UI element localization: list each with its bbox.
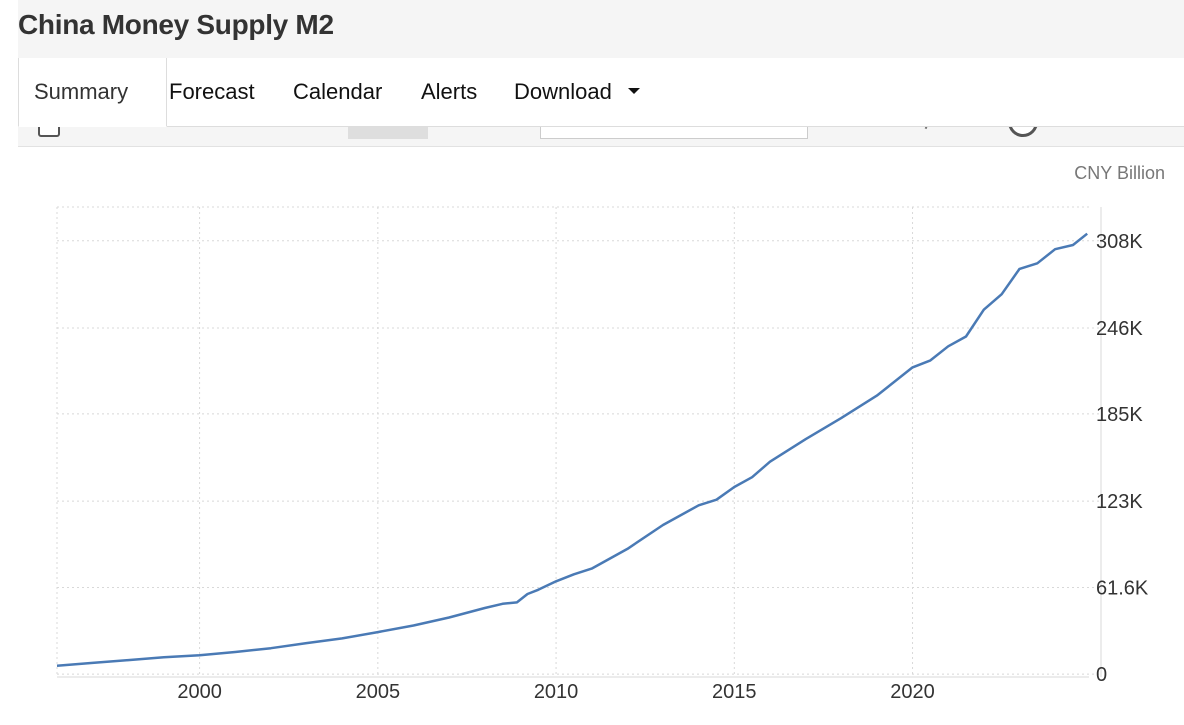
tab-calendar-label: Calendar <box>293 79 383 104</box>
tab-alerts-label: Alerts <box>421 79 478 104</box>
x-tick-label: 2020 <box>890 681 935 703</box>
y-tick-label: 123K <box>1096 491 1143 513</box>
x-tick-label: 2010 <box>534 681 579 703</box>
tab-download-label: Download <box>514 79 612 104</box>
tab-alerts[interactable]: Alerts <box>421 58 477 126</box>
x-tick-label: 2000 <box>177 681 222 703</box>
x-tick-label: 2015 <box>712 681 757 703</box>
tab-summary-label: Summary <box>34 79 129 104</box>
page-title: China Money Supply M2 <box>18 9 334 40</box>
tab-bar: Summary Forecast Calendar Alerts Downloa… <box>18 58 1184 127</box>
y-tick-label: 185K <box>1096 404 1143 426</box>
chart-toolbar <box>18 127 1184 147</box>
caret-down-icon <box>627 88 640 95</box>
y-tick-label: 61.6K <box>1096 578 1149 600</box>
tab-forecast-label: Forecast <box>169 79 255 104</box>
tab-summary[interactable]: Summary <box>18 58 167 127</box>
unit-label: CNY Billion <box>1074 163 1165 183</box>
tab-download[interactable]: Download <box>514 58 640 126</box>
x-tick-label: 2005 <box>356 681 401 703</box>
y-tick-label: 246K <box>1096 318 1143 340</box>
tab-forecast[interactable]: Forecast <box>169 58 255 126</box>
title-bar: China Money Supply M2 <box>18 0 1184 59</box>
y-tick-label: 308K <box>1096 231 1143 253</box>
toolbar-input[interactable] <box>540 127 808 139</box>
toolbar-button[interactable] <box>348 127 428 139</box>
tab-calendar[interactable]: Calendar <box>293 58 382 126</box>
y-tick-label: 0 <box>1096 664 1107 686</box>
m2-series-line <box>56 232 1088 667</box>
checkbox-icon[interactable] <box>38 127 60 137</box>
